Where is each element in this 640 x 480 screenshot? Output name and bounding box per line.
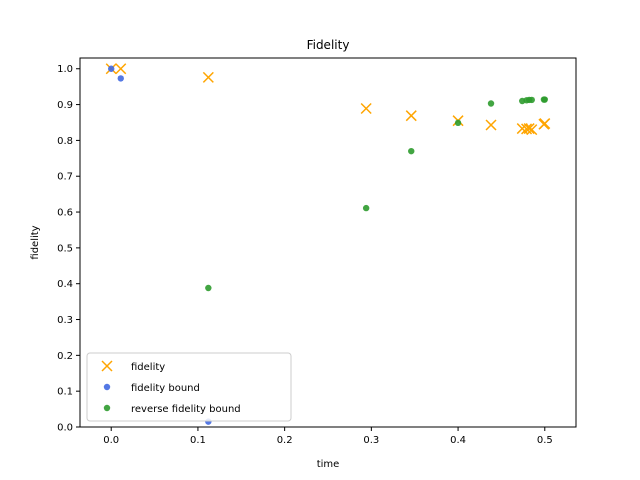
legend-label: fidelity [131, 362, 165, 373]
data-point [362, 204, 370, 212]
legend-marker [103, 383, 111, 391]
x-tick-label: 0.5 [537, 435, 553, 446]
x-tick-label: 0.1 [190, 435, 206, 446]
data-point [523, 123, 535, 135]
y-tick-label: 0.1 [57, 387, 73, 398]
legend-marker [101, 360, 113, 372]
data-point [454, 119, 462, 127]
legend-label: fidelity bound [131, 383, 200, 394]
y-tick-label: 0.8 [57, 136, 73, 147]
y-axis-label: fidelity [30, 225, 41, 259]
data-point [541, 96, 548, 103]
data-point [526, 124, 538, 136]
legend-marker [103, 404, 111, 412]
y-tick-label: 0.4 [57, 279, 73, 290]
data-point [117, 75, 124, 82]
y-tick-label: 0.0 [57, 423, 73, 434]
y-tick-label: 0.5 [57, 243, 73, 254]
legend-item: fidelity [101, 360, 165, 373]
x-tick-label: 0.0 [103, 435, 119, 446]
x-tick-label: 0.3 [363, 435, 379, 446]
y-tick-label: 0.7 [57, 172, 73, 183]
series-reverse-fidelity-bound [205, 96, 548, 292]
x-tick-label: 0.4 [450, 435, 466, 446]
y-axis-ticks: 0.0 0.1 0.2 0.3 0.4 0.5 0.6 0.7 0.8 0.9 1.0 [57, 64, 80, 434]
legend-item: reverse fidelity bound [103, 404, 241, 415]
data-point [115, 63, 127, 75]
data-point [485, 119, 497, 131]
data-point [108, 65, 115, 72]
legend-label: reverse fidelity bound [131, 404, 241, 415]
x-axis-label: time [317, 459, 340, 470]
data-point [528, 96, 535, 104]
data-point [202, 71, 214, 83]
y-tick-label: 0.3 [57, 315, 73, 326]
data-point [405, 110, 417, 122]
legend: fidelity fidelity bound reverse fidelity b… [86, 352, 292, 422]
y-tick-label: 1.0 [57, 64, 73, 75]
x-axis-ticks: 0.0 0.1 0.2 0.3 0.4 0.5 [103, 427, 553, 446]
data-point [408, 147, 415, 155]
chart-title: Fidelity [307, 38, 350, 52]
data-point [487, 100, 495, 107]
data-point [539, 118, 551, 130]
y-tick-label: 0.2 [57, 351, 73, 362]
legend-item: fidelity bound [103, 383, 200, 394]
y-tick-label: 0.6 [57, 208, 73, 219]
y-tick-label: 0.9 [57, 100, 73, 111]
data-point [205, 284, 212, 292]
data-point [360, 102, 372, 115]
x-tick-label: 0.2 [277, 435, 293, 446]
legend-box [86, 352, 292, 422]
